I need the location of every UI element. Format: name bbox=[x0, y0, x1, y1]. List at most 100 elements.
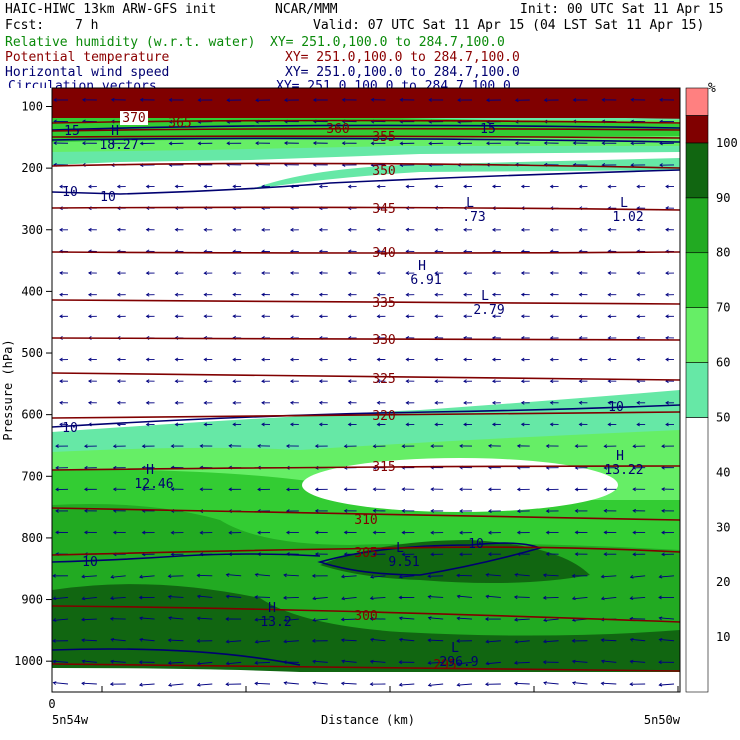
wind-vector-head bbox=[116, 271, 121, 275]
wind-vector-head bbox=[430, 552, 435, 557]
wind-vector bbox=[139, 638, 155, 642]
wind-vector-head bbox=[261, 314, 265, 319]
y-tick-label: 400 bbox=[21, 284, 43, 298]
wind-vector bbox=[197, 661, 213, 665]
wind-vector-head bbox=[658, 638, 663, 642]
wind-vector-head bbox=[59, 379, 63, 384]
wind-vector-head bbox=[430, 509, 434, 513]
rh-dry-pocket bbox=[302, 458, 618, 512]
wind-vector-head bbox=[629, 659, 634, 664]
wind-vector-head bbox=[254, 660, 259, 665]
field-theta-xy: XY= 251.0,100.0 to 284.7,100.0 bbox=[285, 50, 520, 65]
wind-vector-head bbox=[174, 314, 179, 319]
wind-vector-head bbox=[434, 292, 438, 297]
wind-vector bbox=[341, 618, 357, 621]
wind-vector-head bbox=[456, 594, 461, 599]
colorbar-tick-label: 20 bbox=[716, 575, 730, 589]
wind-vector-head bbox=[607, 379, 612, 384]
wind-vector bbox=[601, 660, 617, 663]
wind-vector bbox=[515, 573, 530, 577]
wind-vector-head bbox=[261, 422, 265, 427]
wind-vector-head bbox=[174, 379, 179, 384]
rh-fills bbox=[52, 88, 680, 692]
wind-vector-head bbox=[174, 422, 179, 427]
wind-vector bbox=[255, 682, 271, 685]
wind-vector bbox=[168, 639, 184, 642]
wind-vector-head bbox=[53, 98, 57, 102]
extremum-value: 1.02 bbox=[612, 210, 643, 225]
wind-vector-head bbox=[636, 271, 640, 275]
wind-vector-head bbox=[372, 444, 377, 449]
wind-vector-head bbox=[661, 530, 665, 535]
wind-vector bbox=[543, 682, 559, 685]
wind-vector bbox=[601, 597, 617, 600]
wind-vector-head bbox=[203, 379, 208, 384]
field-wind-name: Horizontal wind speed bbox=[5, 65, 170, 80]
colorbar-box bbox=[685, 417, 709, 693]
wind-vector-head bbox=[139, 574, 143, 579]
wind-vector-head bbox=[167, 638, 172, 643]
wind-vector-head bbox=[491, 292, 496, 297]
wind-vector bbox=[514, 682, 530, 685]
wind-vector-head bbox=[261, 271, 265, 275]
wind-vector bbox=[370, 660, 386, 663]
wind-vector-head bbox=[226, 141, 230, 146]
colorbar-box bbox=[685, 252, 709, 308]
wind-vector-head bbox=[109, 616, 114, 621]
wind-vector-head bbox=[369, 659, 374, 664]
theta-contour-line bbox=[52, 465, 680, 471]
wind-vector-head bbox=[116, 357, 121, 362]
theta-contour-label: 370 bbox=[122, 111, 145, 126]
theta-contour-label: 350 bbox=[372, 164, 395, 179]
wind-vector-head bbox=[314, 509, 319, 513]
wind-vector-head bbox=[226, 98, 231, 103]
wind-vector bbox=[110, 597, 126, 599]
wind-vector-head bbox=[487, 487, 492, 492]
wind-vector-head bbox=[318, 271, 323, 275]
wind-vector-head bbox=[456, 616, 461, 621]
wind-vector-head bbox=[199, 444, 204, 448]
wind-vector-head bbox=[427, 683, 432, 687]
wind-vector-head bbox=[289, 227, 294, 232]
wind-vector-head bbox=[145, 314, 150, 319]
wind-vector-head bbox=[405, 292, 410, 297]
wind-vector-head bbox=[255, 98, 259, 103]
wind-vector bbox=[457, 661, 473, 665]
wind-contour-10-lower bbox=[52, 553, 321, 563]
wind-vector-head bbox=[601, 141, 606, 146]
wind-vector-head bbox=[600, 596, 605, 601]
theta-contour-label: 315 bbox=[372, 460, 395, 475]
wind-vector bbox=[601, 575, 617, 578]
init-time: Init: 00 UTC Sat 11 Apr 15 bbox=[520, 2, 724, 17]
wind-vector-head bbox=[139, 616, 143, 621]
rh-lower-90-b bbox=[320, 540, 590, 584]
wind-vector-head bbox=[174, 400, 179, 405]
wind-vector-head bbox=[516, 509, 521, 514]
wind-vector-head bbox=[347, 314, 352, 319]
wind-vector-head bbox=[578, 227, 583, 232]
wind-vector-head bbox=[289, 292, 294, 297]
wind-vector-head bbox=[376, 292, 381, 297]
extremum-value: 13.22 bbox=[604, 463, 643, 478]
wind-vector-head bbox=[571, 573, 576, 578]
wind-vector-head bbox=[347, 184, 352, 189]
wind-vector-head bbox=[607, 292, 612, 297]
wind-vector bbox=[428, 617, 444, 620]
y-tick-label: 200 bbox=[21, 161, 43, 175]
extremum-kind: L bbox=[396, 541, 404, 556]
wind-vector bbox=[111, 575, 126, 578]
wind-vector-head bbox=[434, 379, 438, 384]
wind-vector-head bbox=[632, 444, 637, 449]
wind-vector-head bbox=[343, 444, 348, 449]
wind-vector-head bbox=[574, 509, 579, 513]
wind-vector bbox=[341, 682, 357, 685]
wind-vector-head bbox=[629, 682, 634, 687]
wind-vector-head bbox=[81, 596, 86, 601]
wind-vector-head bbox=[318, 422, 323, 427]
wind-vector-head bbox=[52, 618, 57, 622]
wind-vector bbox=[601, 639, 617, 642]
wind-vector bbox=[659, 683, 675, 686]
rh-top-band bbox=[52, 88, 680, 118]
wind-vector-head bbox=[491, 271, 496, 275]
wind-vector-head bbox=[405, 314, 410, 319]
